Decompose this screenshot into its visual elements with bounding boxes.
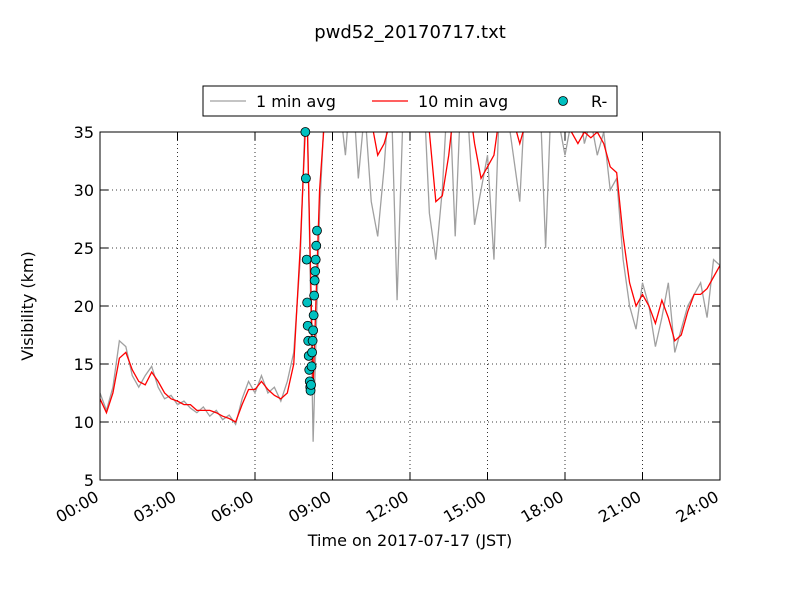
y-tick-label: 30	[74, 181, 94, 200]
scatter-point	[308, 310, 319, 321]
y-tick-label: 15	[74, 355, 94, 374]
scatter-point	[308, 325, 319, 336]
series-line	[100, 132, 720, 423]
scatter-point	[309, 275, 320, 286]
chart-title: pwd52_20170717.txt	[314, 22, 506, 43]
scatter-point	[312, 225, 322, 236]
legend-label: 10 min avg	[418, 92, 508, 111]
y-tick-label: 5	[84, 471, 94, 490]
legend-label: R-	[591, 92, 607, 111]
scatter-point	[310, 254, 321, 265]
scatter-point	[302, 297, 313, 308]
scatter-point	[311, 240, 322, 251]
scatter-point	[307, 335, 318, 346]
scatter-point	[306, 361, 317, 372]
y-axis-label: Visibility (km)	[18, 251, 37, 360]
scatter-point	[310, 266, 321, 277]
scatter-point	[301, 254, 312, 265]
plot-frame	[99, 131, 721, 481]
scatter-point	[300, 127, 311, 137]
scatter-point	[307, 347, 317, 358]
legend-label: 1 min avg	[256, 92, 336, 111]
legend-marker	[558, 96, 568, 106]
scatter-point	[300, 173, 311, 184]
y-tick-label: 25	[74, 239, 94, 258]
y-tick-label: 35	[74, 123, 94, 142]
legend-box	[202, 85, 618, 117]
plot-area	[100, 132, 720, 480]
y-tick-label: 10	[74, 413, 94, 432]
y-tick-label: 20	[74, 297, 94, 316]
x-axis-label: Time on 2017-07-17 (JST)	[307, 531, 512, 550]
legend: 1 min avg 10 min avg R-	[202, 85, 618, 117]
scatter-point	[306, 379, 316, 390]
scatter-point	[309, 290, 320, 301]
